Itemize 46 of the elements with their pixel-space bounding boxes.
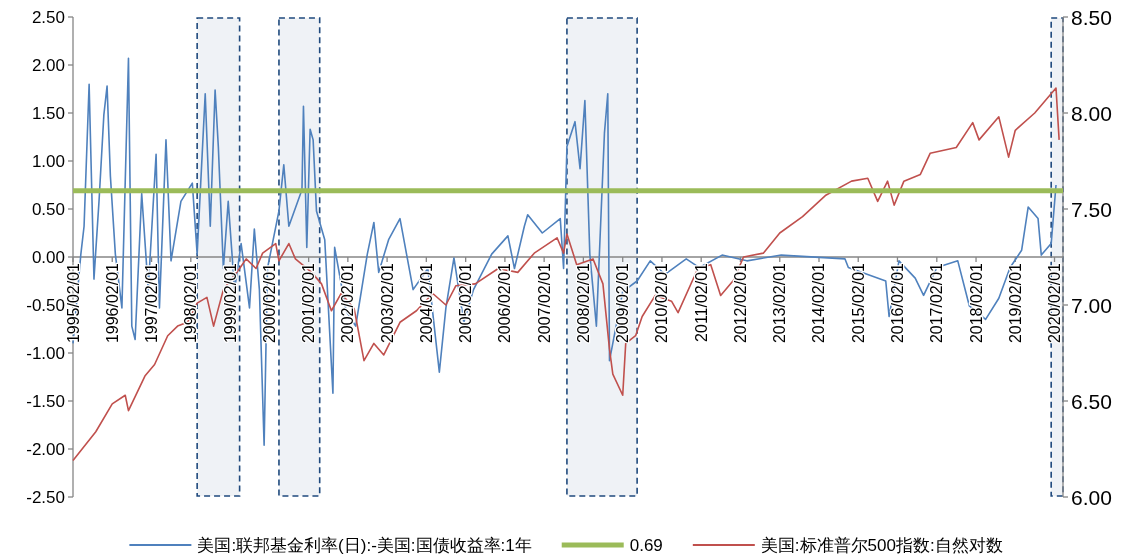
y-tick-label: -0.50	[26, 295, 65, 315]
x-tick-label: 2016/02/01	[888, 262, 906, 344]
x-tick-label: 2009/02/01	[614, 262, 632, 344]
x-tick-label: 1998/02/01	[182, 262, 200, 344]
y2-tick-label: 8.00	[1071, 101, 1112, 125]
x-tick-label: 1995/02/01	[64, 262, 82, 344]
y-tick-label: 0.50	[31, 199, 65, 219]
x-tick-label: 2013/02/01	[771, 262, 789, 344]
x-tick-label: 2000/02/01	[260, 262, 278, 344]
legend-label: 0.69	[629, 535, 663, 555]
x-tick-label: 2005/02/01	[457, 262, 475, 344]
x-tick-label: 2006/02/01	[496, 262, 514, 344]
x-tick-label: 2019/02/01	[1006, 262, 1024, 344]
x-tick-label: 2001/02/01	[300, 262, 318, 344]
x-tick-label: 1996/02/01	[103, 262, 121, 344]
y-tick-label: 2.50	[31, 7, 65, 27]
x-tick-label: 2017/02/01	[928, 262, 946, 344]
x-tick-label: 2012/02/01	[731, 262, 749, 344]
x-tick-label: 2014/02/01	[810, 262, 828, 344]
legend-label: 美国:联邦基金利率(日):-美国:国债收益率:1年	[197, 535, 532, 555]
x-tick-label: 2004/02/01	[417, 262, 435, 344]
y-tick-label: -1.00	[26, 343, 65, 363]
y2-tick-label: 6.50	[1071, 389, 1112, 413]
x-tick-label: 2015/02/01	[849, 262, 867, 344]
x-tick-label: 2010/02/01	[653, 262, 671, 344]
x-tick-label: 1999/02/01	[221, 262, 239, 344]
x-tick-label: 2003/02/01	[378, 262, 396, 344]
x-tick-label: 2007/02/01	[535, 262, 553, 344]
x-tick-label: 2018/02/01	[967, 262, 985, 344]
y-tick-label: 1.50	[31, 103, 65, 123]
x-tick-label: 2002/02/01	[339, 262, 357, 344]
x-tick-label: 2011/02/01	[692, 262, 710, 342]
y-tick-label: 0.00	[31, 247, 65, 267]
x-tick-label: 2020/02/01	[1046, 262, 1064, 344]
y-tick-label: -2.50	[26, 487, 65, 507]
x-tick-label: 1997/02/01	[143, 262, 161, 344]
y2-tick-label: 6.00	[1071, 485, 1112, 509]
y-tick-label: 1.00	[31, 151, 65, 171]
y-tick-label: -2.00	[26, 439, 65, 459]
y-tick-label: 2.00	[31, 55, 65, 75]
y2-tick-label: 8.50	[1071, 5, 1112, 29]
legend-label: 美国:标准普尔500指数:自然对数	[760, 535, 1003, 555]
x-tick-label: 2008/02/01	[574, 262, 592, 344]
y-tick-label: -1.50	[26, 391, 65, 411]
y2-tick-label: 7.50	[1071, 197, 1112, 221]
y2-tick-label: 7.00	[1071, 293, 1112, 317]
